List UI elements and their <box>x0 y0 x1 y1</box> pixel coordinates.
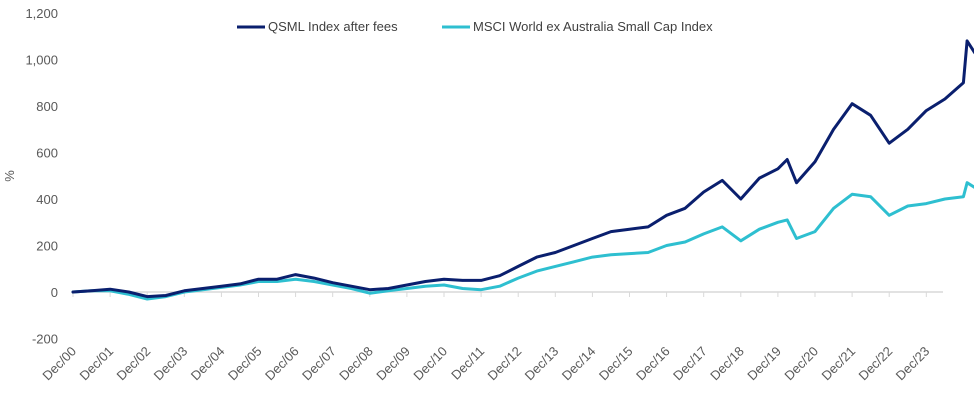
legend-label-msci: MSCI World ex Australia Small Cap Index <box>473 19 713 34</box>
x-tick-label: Dec/14 <box>559 344 599 384</box>
legend: QSML Index after fees MSCI World ex Aust… <box>237 19 713 34</box>
x-tick-label: Dec/17 <box>670 344 710 384</box>
x-tick-label: Dec/15 <box>596 344 636 384</box>
x-axis-ticks: Dec/00Dec/01Dec/02Dec/03Dec/04Dec/05Dec/… <box>39 292 932 383</box>
y-tick-label: -200 <box>32 332 58 347</box>
x-tick-label: Dec/12 <box>485 344 525 384</box>
y-tick-label: 400 <box>36 192 58 207</box>
x-tick-label: Dec/08 <box>336 344 376 384</box>
y-tick-label: 1,200 <box>25 6 58 21</box>
x-tick-label: Dec/06 <box>262 344 302 384</box>
x-tick-label: Dec/05 <box>225 344 265 384</box>
y-tick-label: 600 <box>36 146 58 161</box>
x-tick-label: Dec/02 <box>114 344 154 384</box>
x-tick-label: Dec/13 <box>522 344 562 384</box>
x-tick-label: Dec/09 <box>373 344 413 384</box>
x-tick-label: Dec/23 <box>893 344 933 384</box>
x-tick-label: Dec/22 <box>856 344 896 384</box>
x-tick-label: Dec/16 <box>633 344 673 384</box>
series-line-qsml <box>71 39 974 299</box>
x-tick-label: Dec/19 <box>744 344 784 384</box>
y-tick-label: 200 <box>36 239 58 254</box>
x-tick-label: Dec/00 <box>39 344 79 384</box>
y-tick-label: 0 <box>51 285 58 300</box>
y-axis-ticks: -200 0 200 400 600 800 1,000 1,200 <box>25 6 58 347</box>
x-tick-label: Dec/21 <box>818 344 858 384</box>
y-axis-title: % <box>2 170 17 182</box>
x-tick-label: Dec/10 <box>410 344 450 384</box>
series-line-msci <box>71 181 974 301</box>
series-lines <box>71 39 974 301</box>
x-tick-label: Dec/11 <box>448 344 487 383</box>
x-tick-label: Dec/04 <box>188 344 228 384</box>
x-tick-label: Dec/20 <box>781 344 821 384</box>
x-tick-label: Dec/03 <box>151 344 191 384</box>
y-tick-label: 800 <box>36 99 58 114</box>
x-tick-label: Dec/18 <box>707 344 747 384</box>
x-tick-label: Dec/07 <box>299 344 339 384</box>
x-tick-label: Dec/01 <box>76 344 116 384</box>
y-tick-label: 1,000 <box>25 53 58 68</box>
legend-label-qsml: QSML Index after fees <box>268 19 398 34</box>
